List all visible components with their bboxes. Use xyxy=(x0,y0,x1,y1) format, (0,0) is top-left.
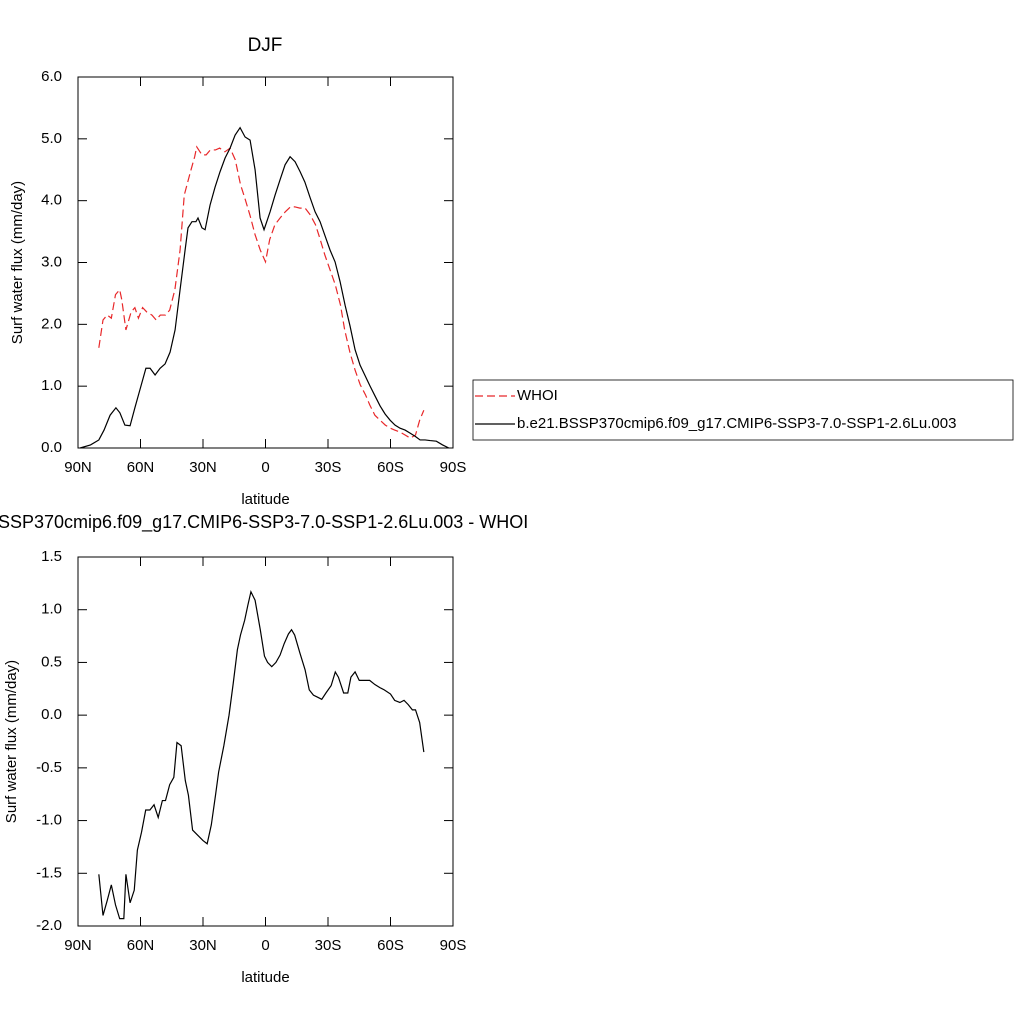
data-line xyxy=(79,126,450,449)
y-tick-label: 6.0 xyxy=(41,68,62,85)
y-tick-label: 1.5 xyxy=(41,548,62,565)
y-tick-label: 1.0 xyxy=(41,377,62,394)
y-tick-label: 5.0 xyxy=(41,130,62,147)
legend-box xyxy=(472,379,1014,441)
y-tick-label: -2.0 xyxy=(36,917,62,934)
y-tick-label: 4.0 xyxy=(41,192,62,209)
legend-label: b.e21.BSSP370cmip6.f09_g17.CMIP6-SSP3-7.… xyxy=(517,415,956,432)
y-tick-label: 0.0 xyxy=(41,706,62,723)
x-tick-label: 90N xyxy=(64,459,92,476)
plot-frame xyxy=(77,556,454,927)
x-tick-label: 30N xyxy=(189,937,217,954)
x-tick-label: 90S xyxy=(440,459,467,476)
x-tick-label: 90S xyxy=(440,937,467,954)
legend-label: WHOI xyxy=(517,387,558,404)
y-axis-label: Surf water flux (mm/day) xyxy=(3,660,20,823)
x-tick-label: 0 xyxy=(261,459,269,476)
y-tick-label: 1.0 xyxy=(41,601,62,618)
x-tick-label: 30S xyxy=(315,459,342,476)
x-tick-label: 60S xyxy=(377,937,404,954)
y-tick-label: -1.0 xyxy=(36,812,62,829)
x-tick-label: 30S xyxy=(315,937,342,954)
chart-title: SSP370cmip6.f09_g17.CMIP6-SSP3-7.0-SSP1-… xyxy=(0,512,528,533)
y-tick-label: 0.5 xyxy=(41,653,62,670)
x-tick-label: 30N xyxy=(189,459,217,476)
x-tick-label: 90N xyxy=(64,937,92,954)
y-tick-label: 0.0 xyxy=(41,439,62,456)
x-tick-label: 0 xyxy=(261,937,269,954)
chart-title: DJF xyxy=(248,35,283,56)
x-tick-label: 60N xyxy=(127,937,155,954)
x-axis-label: latitude xyxy=(241,491,289,508)
y-axis-label: Surf water flux (mm/day) xyxy=(9,181,26,344)
x-axis-label: latitude xyxy=(241,969,289,986)
x-tick-label: 60N xyxy=(127,459,155,476)
y-tick-label: -0.5 xyxy=(36,759,62,776)
y-tick-label: -1.5 xyxy=(36,864,62,881)
x-tick-label: 60S xyxy=(377,459,404,476)
data-line xyxy=(98,590,425,920)
y-tick-label: 3.0 xyxy=(41,253,62,270)
data-line xyxy=(98,145,425,439)
y-tick-label: 2.0 xyxy=(41,315,62,332)
